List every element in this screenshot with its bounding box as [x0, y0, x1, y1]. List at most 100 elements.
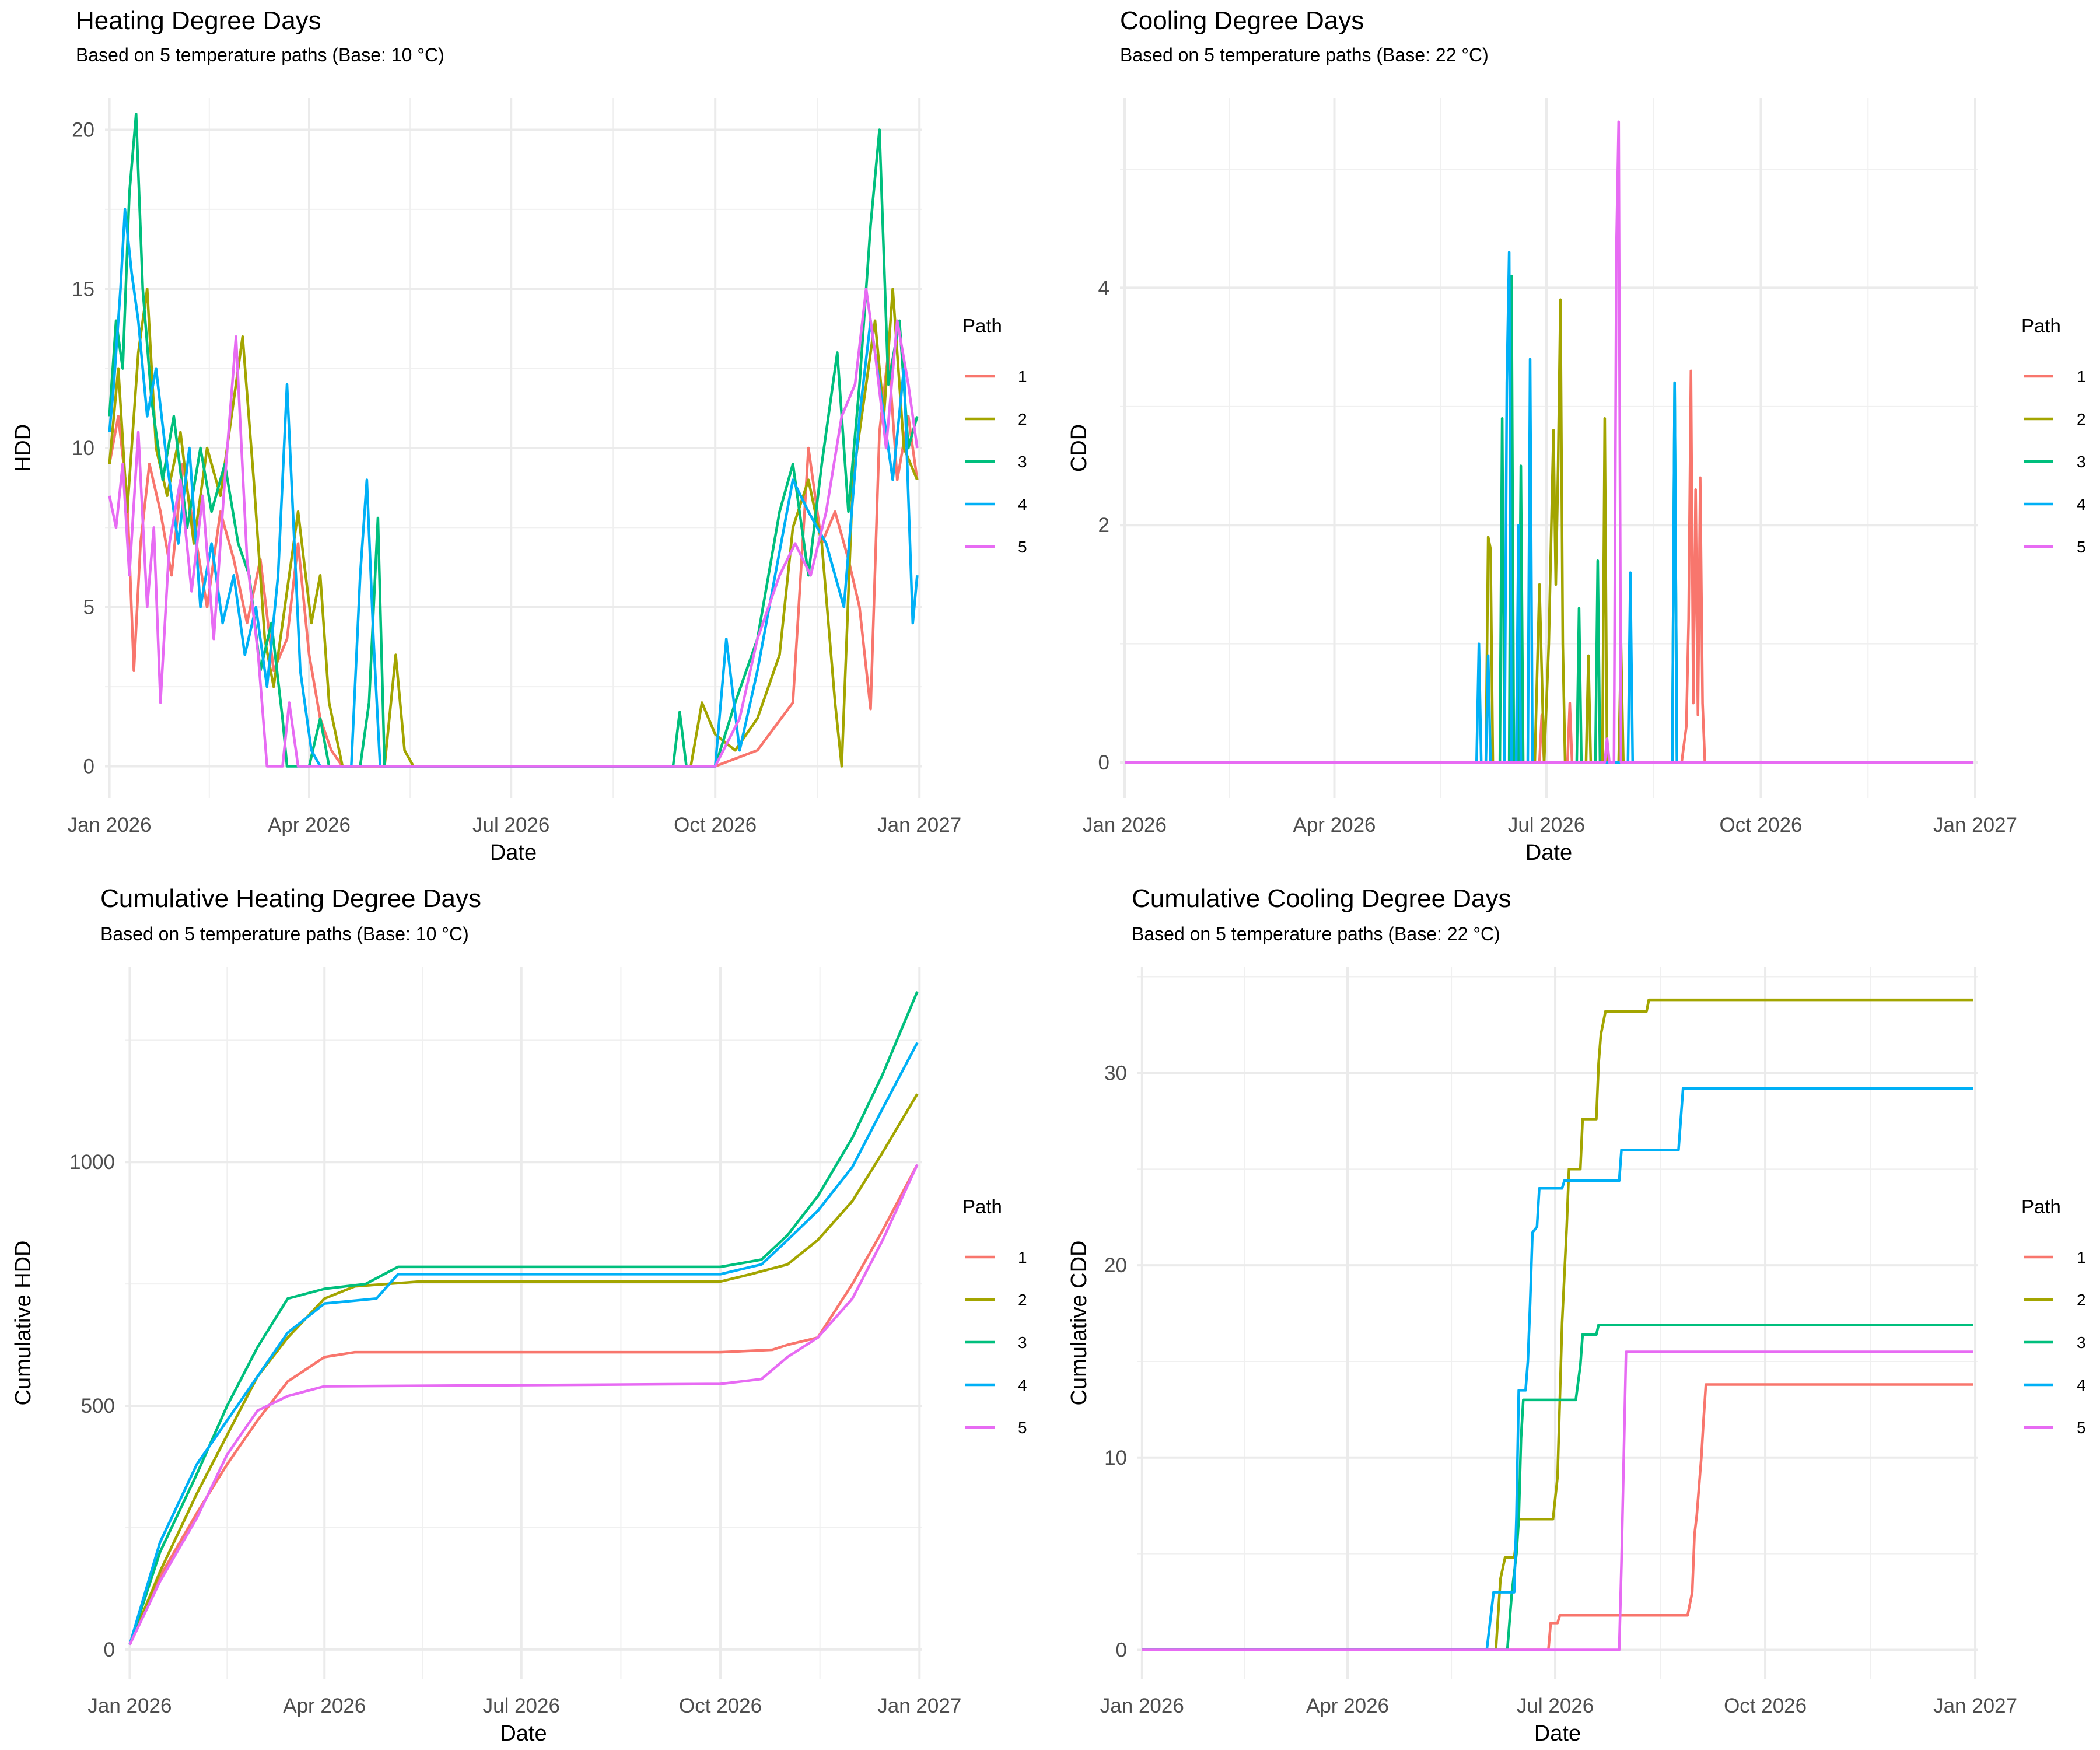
x-tick-label: Apr 2026 — [268, 814, 351, 836]
y-tick-label: 1000 — [69, 1151, 115, 1174]
legend-label: 5 — [2077, 538, 2086, 556]
chart-subtitle: Based on 5 temperature paths (Base: 22 °… — [1132, 923, 1500, 944]
x-tick-label: Jan 2027 — [1933, 1695, 2017, 1717]
chart-subtitle: Based on 5 temperature paths (Base: 10 °… — [100, 923, 469, 944]
chart-title: Cumulative Cooling Degree Days — [1132, 884, 1511, 913]
legend-title: Path — [963, 1196, 1002, 1217]
series-lines — [108, 113, 919, 768]
legend-label: 1 — [2077, 1248, 2086, 1266]
legend-label: 4 — [1018, 495, 1027, 513]
legend-title: Path — [2021, 1196, 2061, 1217]
series-line-path-5 — [1142, 1350, 1973, 1651]
series-line-path-2 — [128, 1093, 919, 1646]
series-line-path-1 — [1142, 1383, 1973, 1651]
y-axis-title: Cumulative HDD — [11, 1241, 36, 1406]
legend-title: Path — [963, 315, 1002, 337]
x-axis-title: Date — [1534, 1721, 1581, 1746]
chart-panel-1: Jan 2026 Apr 2026 Jul 2026 Oct 2026 Jan 2027… — [11, 6, 1027, 865]
y-tick-label: 4 — [1098, 276, 1110, 299]
x-axis-title: Date — [490, 841, 537, 865]
x-tick-label: Jul 2026 — [1517, 1695, 1594, 1717]
y-tick-label: 20 — [72, 119, 94, 142]
chart-title: Heating Degree Days — [76, 6, 321, 35]
chart-panel-3: Jan 2026 Apr 2026 Jul 2026 Oct 2026 Jan 2027… — [11, 884, 1027, 1746]
y-tick-label: 10 — [72, 437, 94, 460]
y-tick-label: 5 — [83, 596, 94, 619]
legend-label: 2 — [1018, 410, 1027, 428]
legend-label: 2 — [2077, 410, 2086, 428]
series-line-path-5 — [1125, 120, 1973, 764]
legend-label: 1 — [1018, 1248, 1027, 1266]
legend-label: 1 — [1018, 368, 1027, 386]
chart-panel-4: Jan 2026 Apr 2026 Jul 2026 Oct 2026 Jan 2027… — [1067, 884, 2086, 1746]
legend-label: 5 — [1018, 1419, 1027, 1437]
legend-label: 4 — [2077, 495, 2086, 513]
y-tick-label: 20 — [1104, 1254, 1127, 1277]
series-line-path-3 — [108, 113, 919, 768]
legend-label: 3 — [1018, 453, 1027, 471]
series-line-path-4 — [108, 208, 919, 768]
legend: Path 1 2 3 4 5 — [2021, 315, 2086, 556]
series-line-path-5 — [128, 1164, 919, 1646]
grid-lines — [125, 967, 922, 1679]
x-tick-label: Jul 2026 — [1508, 814, 1585, 836]
legend-label: 5 — [2077, 1419, 2086, 1437]
y-axis-title: Cumulative CDD — [1067, 1241, 1091, 1406]
series-line-path-3 — [128, 991, 919, 1646]
x-tick-label: Jan 2026 — [1083, 814, 1167, 836]
chart-title: Cumulative Heating Degree Days — [100, 884, 481, 913]
chart-panel-2: Jan 2026 Apr 2026 Jul 2026 Oct 2026 Jan 2027… — [1067, 6, 2086, 865]
x-tick-label: Jan 2027 — [877, 1695, 961, 1717]
y-tick-label: 10 — [1104, 1447, 1127, 1469]
series-line-path-4 — [128, 1042, 919, 1646]
series-lines — [1142, 998, 1973, 1651]
x-tick-label: Jan 2026 — [68, 814, 152, 836]
x-tick-label: Jan 2027 — [1933, 814, 2017, 836]
series-lines — [128, 991, 919, 1646]
y-tick-label: 0 — [104, 1639, 115, 1661]
series-line-path-2 — [1142, 998, 1973, 1651]
legend-label: 3 — [2077, 453, 2086, 471]
chart-title: Cooling Degree Days — [1120, 6, 1364, 35]
y-axis-title: CDD — [1067, 424, 1091, 472]
x-tick-label: Jan 2027 — [877, 814, 961, 836]
legend-label: 5 — [1018, 538, 1027, 556]
chart-subtitle: Based on 5 temperature paths (Base: 10 °… — [76, 44, 444, 65]
x-axis-title: Date — [1525, 841, 1572, 865]
x-tick-label: Oct 2026 — [1719, 814, 1802, 836]
series-line-path-4 — [1142, 1087, 1973, 1651]
y-axis-title: HDD — [11, 424, 36, 472]
legend: Path 1 2 3 4 5 — [963, 315, 1027, 556]
legend-label: 4 — [2077, 1376, 2086, 1394]
series-line-path-1 — [108, 351, 919, 768]
legend-label: 3 — [2077, 1334, 2086, 1352]
x-axis-title: Date — [500, 1721, 547, 1746]
series-lines — [1125, 120, 1973, 764]
y-tick-label: 2 — [1098, 514, 1110, 537]
x-tick-label: Apr 2026 — [1293, 814, 1376, 836]
legend: Path 1 2 3 4 5 — [963, 1196, 1027, 1437]
legend: Path 1 2 3 4 5 — [2021, 1196, 2086, 1437]
x-tick-label: Jul 2026 — [473, 814, 550, 836]
grid-lines — [1120, 98, 1978, 798]
legend-label: 1 — [2077, 368, 2086, 386]
x-tick-label: Apr 2026 — [1306, 1695, 1389, 1717]
x-tick-label: Jan 2026 — [1100, 1695, 1184, 1717]
legend-label: 3 — [1018, 1334, 1027, 1352]
y-tick-label: 30 — [1104, 1062, 1127, 1084]
x-tick-label: Oct 2026 — [679, 1695, 762, 1717]
series-line-path-5 — [108, 288, 919, 768]
x-tick-label: Oct 2026 — [1724, 1695, 1807, 1717]
chart-subtitle: Based on 5 temperature paths (Base: 22 °… — [1120, 44, 1489, 65]
x-tick-label: Jan 2026 — [88, 1695, 172, 1717]
legend-title: Path — [2021, 315, 2061, 337]
y-tick-label: 0 — [1098, 751, 1110, 774]
legend-label: 2 — [1018, 1291, 1027, 1309]
x-tick-label: Apr 2026 — [283, 1695, 366, 1717]
y-tick-label: 500 — [81, 1395, 115, 1418]
y-tick-label: 0 — [83, 755, 94, 778]
x-tick-label: Jul 2026 — [483, 1695, 560, 1717]
legend-label: 2 — [2077, 1291, 2086, 1309]
y-tick-label: 0 — [1116, 1639, 1127, 1662]
